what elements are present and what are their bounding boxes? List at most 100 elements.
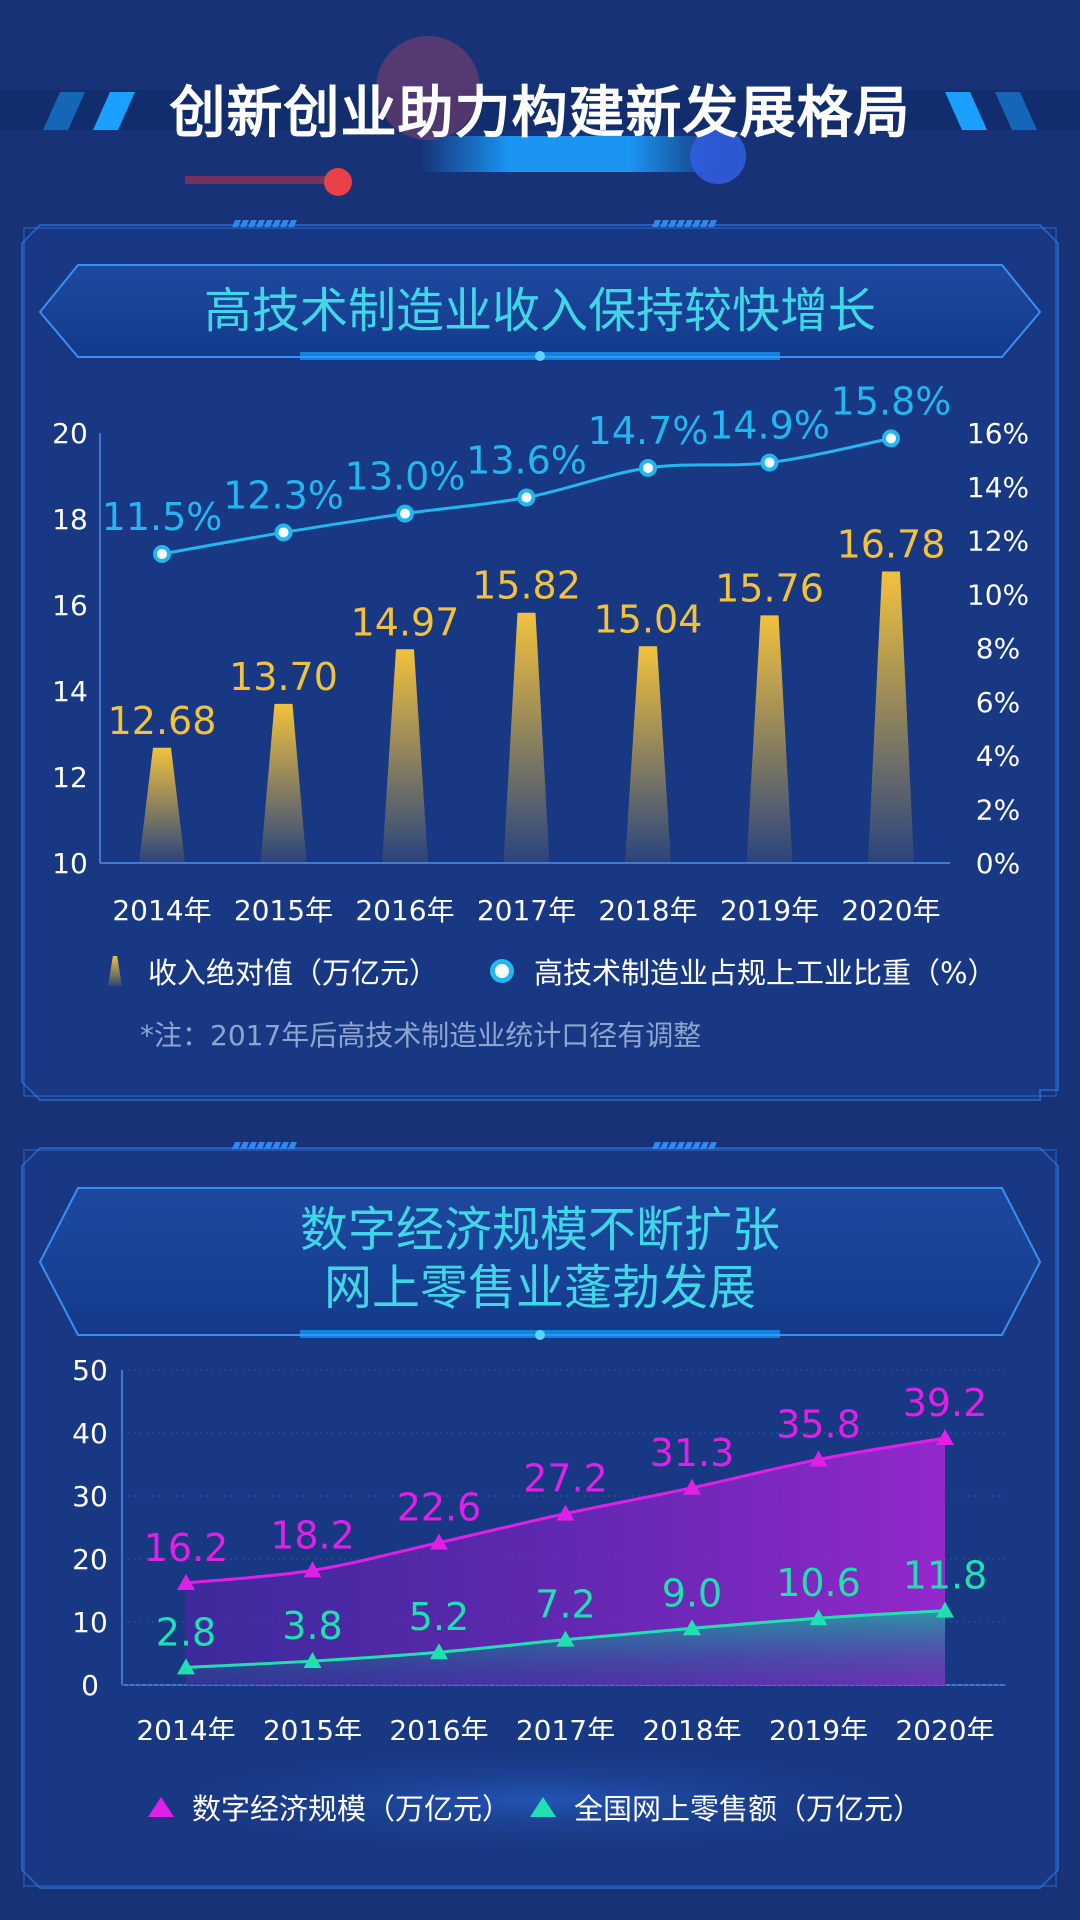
- digital-economy-value-label: 22.6: [397, 1486, 482, 1530]
- ratio-value-label: 14.7%: [588, 409, 709, 453]
- bar: [260, 703, 307, 863]
- bar-value-label: 15.82: [472, 564, 581, 608]
- y-tick-label: 30: [72, 1480, 108, 1513]
- digital-economy-marker: [556, 1504, 575, 1521]
- y-tick-label: 40: [72, 1417, 108, 1450]
- x-tick-label: 2016年: [355, 894, 454, 927]
- x-tick-label: 2014年: [112, 894, 211, 927]
- digital-economy-value-label: 39.2: [903, 1381, 988, 1425]
- online-retail-value-label: 3.8: [282, 1604, 342, 1648]
- y2-tick-label: 14%: [967, 471, 1029, 504]
- ratio-point: [639, 458, 657, 477]
- online-retail-marker: [683, 1619, 701, 1636]
- y2-tick-label: 4%: [976, 740, 1020, 773]
- dot-legend-icon: [490, 959, 514, 983]
- online-retail-value-label: 9.0: [662, 1571, 722, 1615]
- digital-economy-marker: [303, 1561, 322, 1578]
- ratio-point: [396, 504, 414, 523]
- digital-economy-marker: [683, 1478, 701, 1495]
- digital-economy-marker: [177, 1573, 195, 1590]
- y2-tick-label: 16%: [967, 417, 1029, 450]
- x-tick-label: 2018年: [598, 894, 697, 927]
- y2-tick-label: 10%: [967, 578, 1029, 611]
- bar-legend-icon: [108, 956, 122, 986]
- y-tick-label: 10: [72, 1606, 108, 1639]
- bar: [746, 615, 793, 863]
- y2-tick-label: 8%: [976, 632, 1020, 665]
- y2-tick-label: 6%: [976, 686, 1020, 719]
- x-tick-label: 2015年: [234, 894, 333, 927]
- digital-economy-marker: [809, 1450, 828, 1467]
- y-tick-label: 12: [52, 761, 88, 794]
- chart-note: *注：2017年后高技术制造业统计口径有调整: [140, 1019, 702, 1052]
- ratio-point: [517, 488, 536, 507]
- x-tick-label: 2017年: [477, 894, 576, 927]
- legend-income-label: 收入绝对值（万亿元）: [148, 956, 439, 990]
- y-tick-label: 18: [52, 503, 88, 536]
- bar: [625, 646, 671, 863]
- legend-ratio-label: 高技术制造业占规上工业比重（%）: [534, 956, 997, 990]
- y-tick-label: 20: [52, 417, 88, 450]
- online-retail-area: [186, 1610, 945, 1685]
- income-chart: 10 12 14 16 18 20 0% 2% 4% 6% 8% 10% 12% 14% 16% 2014年 2…: [52, 380, 1029, 927]
- green-triangle-icon: [530, 1797, 556, 1817]
- digital-economy-marker: [936, 1429, 954, 1446]
- legend-income: 收入绝对值（万亿元）: [108, 950, 438, 992]
- ratio-value-label: 13.0%: [345, 455, 466, 499]
- bar: [139, 747, 185, 863]
- y-tick-label: 20: [72, 1543, 108, 1576]
- ratio-point: [882, 429, 900, 448]
- x-tick-label: 2020年: [895, 1714, 994, 1740]
- y2-tick-label: 0%: [976, 847, 1020, 880]
- online-retail-marker: [936, 1601, 954, 1618]
- online-retail-marker: [303, 1652, 322, 1669]
- digital-economy-value-label: 18.2: [270, 1513, 355, 1557]
- x-tick-label: 2018年: [642, 1714, 741, 1740]
- ratio-point: [760, 453, 779, 472]
- x-tick-label: 2017年: [516, 1714, 615, 1740]
- bar-value-label: 14.97: [351, 600, 460, 644]
- y-tick-label: 10: [52, 847, 88, 880]
- online-retail-value-label: 2.8: [156, 1610, 216, 1654]
- digital-economy-value-label: 35.8: [776, 1402, 861, 1446]
- ratio-value-label: 12.3%: [223, 473, 344, 517]
- online-retail-value-label: 5.2: [409, 1595, 469, 1639]
- online-retail-value-label: 10.6: [776, 1561, 861, 1605]
- online-retail-marker: [177, 1658, 195, 1675]
- bar-value-label: 15.76: [715, 566, 824, 610]
- x-tick-label: 2020年: [841, 894, 940, 927]
- y-tick-label: 50: [72, 1354, 108, 1387]
- y-tick-label: 16: [52, 589, 88, 622]
- bar: [868, 571, 914, 863]
- ratio-value-label: 11.5%: [102, 495, 223, 539]
- x-tick-label: 2019年: [769, 1714, 868, 1740]
- page-title: 创新创业助力构建新发展格局: [169, 81, 911, 146]
- digital-economy-value-label: 31.3: [650, 1431, 735, 1475]
- online-retail-marker: [556, 1630, 575, 1647]
- digital-economy-chart: 0 10 20 30 40 50 2014年 2015年 2016年 2017年 2018年 2019…: [72, 1354, 1006, 1740]
- bar-value-label: 15.04: [594, 597, 703, 641]
- y-tick-label: 14: [52, 675, 88, 708]
- digital-economy-value-label: 27.2: [523, 1457, 608, 1501]
- ratio-point: [153, 544, 171, 563]
- bar: [382, 649, 428, 863]
- x-tick-label: 2016年: [389, 1714, 488, 1740]
- bar: [503, 612, 550, 863]
- y2-tick-label: 12%: [967, 525, 1029, 558]
- panel2-title-line2: 网上零售业蓬勃发展: [323, 1260, 756, 1316]
- bar-value-label: 16.78: [837, 522, 946, 566]
- magenta-triangle-icon: [148, 1797, 174, 1817]
- ratio-value-label: 15.8%: [831, 380, 952, 423]
- legend-retail-label: 全国网上零售额（万亿元）: [574, 1792, 923, 1826]
- bar-value-label: 12.68: [108, 699, 217, 743]
- ratio-value-label: 14.9%: [709, 404, 830, 448]
- online-retail-marker: [430, 1643, 448, 1660]
- digital-economy-value-label: 16.2: [144, 1526, 229, 1570]
- x-tick-label: 2014年: [136, 1714, 235, 1740]
- online-retail-marker: [809, 1609, 828, 1626]
- ratio-point: [274, 523, 293, 542]
- ratio-value-label: 13.6%: [466, 439, 587, 483]
- legend-retail: 全国网上零售额（万亿元）: [530, 1786, 922, 1828]
- online-retail-value-label: 7.2: [535, 1583, 595, 1627]
